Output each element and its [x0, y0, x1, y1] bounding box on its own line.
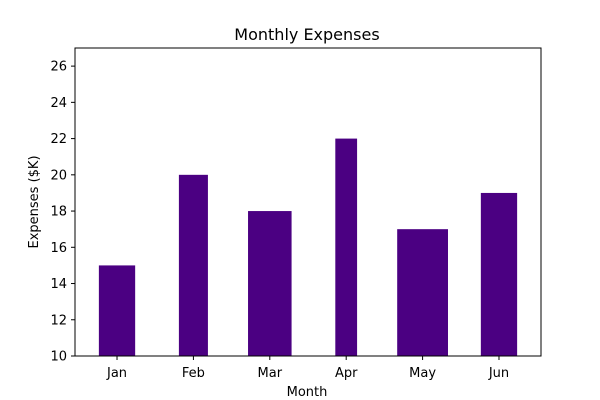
x-tick-label: Jun	[488, 366, 509, 381]
y-tick-label: 20	[50, 168, 67, 183]
y-axis-label: Expenses ($K)	[27, 155, 42, 248]
y-tick-label: 10	[50, 350, 67, 365]
x-tick-label: May	[409, 366, 436, 381]
chart-title: Monthly Expenses	[234, 25, 379, 44]
bar-apr	[335, 138, 358, 356]
y-axis: 10 12 14 16 18 20 22 24 26	[50, 60, 75, 365]
y-tick-label: 22	[50, 132, 67, 147]
y-tick-label: 18	[50, 205, 67, 220]
plot-area-frame	[74, 47, 542, 357]
y-tick-label: 26	[50, 60, 67, 75]
y-tick-label: 14	[50, 277, 67, 292]
bar-feb	[178, 174, 208, 356]
bar-mar	[248, 211, 292, 356]
bars-group	[98, 138, 518, 356]
bar-jun	[480, 192, 518, 356]
y-tick-label: 16	[50, 241, 67, 256]
x-tick-label: Jan	[106, 366, 127, 381]
y-tick-label: 12	[50, 313, 67, 328]
y-tick-label: 24	[50, 96, 67, 111]
x-axis: Jan Feb Mar Apr May Jun	[106, 356, 509, 381]
bar-may	[397, 229, 448, 356]
x-axis-label: Month	[287, 385, 328, 400]
x-tick-label: Apr	[335, 366, 358, 381]
x-tick-label: Mar	[258, 366, 283, 381]
x-tick-label: Feb	[182, 366, 205, 381]
bar-jan	[98, 265, 136, 356]
